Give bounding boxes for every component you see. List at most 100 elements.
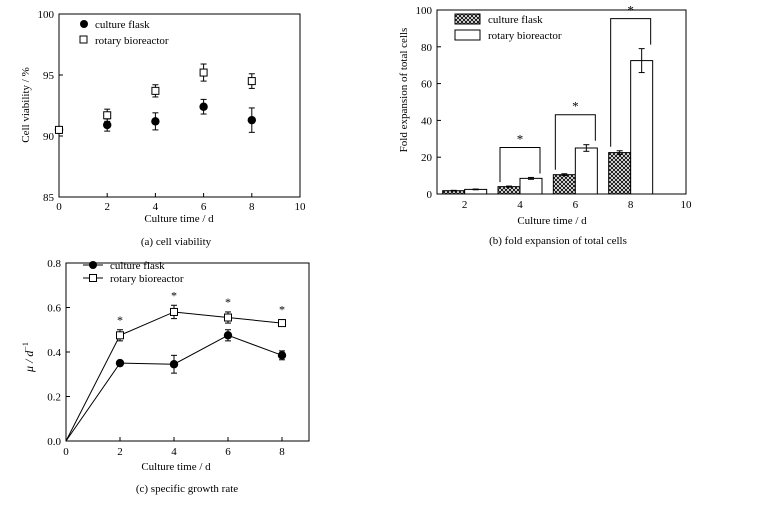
legend-b-bioreactor-swatch	[454, 29, 481, 41]
panel-b-bar-bioreactor	[519, 177, 543, 195]
panel-a-point-bioreactor	[103, 111, 112, 120]
panel-b-x-tick-label: 8	[628, 199, 634, 211]
panel-b-y-tick-label: 40	[421, 115, 433, 127]
panel-b-y-axis-label: Fold expansion of total cells	[398, 28, 410, 153]
legend-c-bioreactor-label: rotary bioreactor	[110, 273, 184, 285]
panel-a-cell-viability: 0 2 4 6 8 10 85 90 95 100 culture flask rotary bi…	[20, 9, 306, 248]
panel-b-y-tick-label: 80	[421, 42, 433, 54]
panel-b-y-tick-label: 60	[421, 79, 433, 91]
panel-a-data-marks	[54, 63, 256, 135]
panel-c-significance-star: *	[225, 295, 231, 309]
panel-c-x-tick-label: 2	[117, 446, 123, 458]
panel-a-y-tick-label: 85	[43, 192, 55, 204]
panel-a-point-bioreactor	[247, 77, 256, 86]
panel-b-legend: culture flask rotary bioreactor	[454, 13, 562, 42]
legend-b-flask-label: culture flask	[488, 14, 543, 26]
panel-c-point-flask	[115, 358, 125, 368]
panel-c-legend: culture flask rotary bioreactor	[83, 260, 184, 285]
panel-a-y-tick-label: 90	[43, 131, 55, 143]
panel-a-point-flask	[103, 120, 112, 130]
panel-c-y-axis-label-sup: −1	[21, 342, 30, 351]
legend-c-flask-label: culture flask	[110, 260, 165, 272]
panel-b-y-tick-label: 20	[421, 152, 433, 164]
legend-a-bioreactor-marker	[79, 35, 88, 44]
panel-c-x-tick-label: 4	[171, 446, 177, 458]
panel-a-point-bioreactor	[55, 125, 63, 134]
panel-c-x-tick-label: 0	[63, 446, 69, 458]
panel-c-x-axis-label: Culture time / d	[141, 461, 211, 473]
panel-b-x-tick-label: 6	[573, 199, 579, 211]
panel-c-line-flask	[65, 334, 283, 442]
panel-b-x-axis-label: Culture time / d	[517, 215, 587, 227]
panel-a-x-tick-label: 8	[249, 201, 255, 213]
panel-c-significance-star: *	[171, 288, 177, 302]
panel-c-line-bioreactor	[65, 311, 283, 442]
panel-b-data-marks: * * *	[442, 3, 654, 195]
panel-a-point-bioreactor	[199, 68, 208, 77]
panel-a-y-tick-label: 100	[38, 9, 55, 21]
panel-a-point-flask	[151, 117, 160, 126]
panel-c-y-tick-label: 0.0	[47, 436, 61, 448]
panel-b-significance-bracket	[554, 114, 596, 170]
panel-c-point-flask	[277, 351, 287, 360]
panel-c-x-tick-label: 6	[225, 446, 231, 458]
panel-c-point-flask	[169, 360, 179, 369]
panel-c-y-tick-label: 0.6	[47, 303, 61, 315]
panel-a-y-tick-label: 95	[43, 70, 55, 82]
legend-a-flask-label: culture flask	[95, 19, 150, 31]
legend-b-flask-swatch	[454, 13, 481, 25]
panel-c-point-bioreactor	[224, 313, 232, 322]
panel-c-y-axis-label-main: μ / d	[22, 350, 36, 373]
panel-b-bar-flask	[552, 174, 576, 195]
panel-c-y-tick-label: 0.8	[47, 258, 61, 270]
panel-b-x-tick-label: 2	[462, 199, 468, 211]
panel-c-x-tick-label: 8	[279, 446, 285, 458]
panel-a-legend: culture flask rotary bioreactor	[79, 19, 169, 47]
panel-b-bar-flask	[608, 152, 632, 195]
panel-b-y-tick-label: 0	[427, 189, 433, 201]
panel-b-y-tick-label: 100	[416, 5, 433, 17]
panel-c-y-axis-label: μ / d−1	[21, 342, 36, 373]
panel-c-significance-star: *	[279, 303, 285, 317]
panel-a-x-axis-label: Culture time / d	[144, 213, 214, 225]
panel-b-bar-flask	[497, 186, 521, 195]
panel-a-ticks: 0 2 4 6 8 10 85 90 95 100	[38, 9, 307, 213]
panel-a-y-axis-label: Cell viability / %	[20, 67, 32, 142]
legend-c-bioreactor-marker	[89, 274, 97, 282]
panel-a-x-tick-label: 2	[104, 201, 110, 213]
panel-c-point-bioreactor	[116, 331, 124, 340]
panel-c-point-bioreactor	[170, 307, 178, 316]
panel-a-point-flask	[247, 115, 256, 125]
panel-c-y-tick-label: 0.4	[47, 347, 61, 359]
panel-a-x-tick-label: 0	[56, 201, 62, 213]
panel-a-x-tick-label: 6	[201, 201, 207, 213]
panel-c-caption: (c) specific growth rate	[136, 483, 238, 495]
panel-b-bar-bioreactor	[574, 147, 598, 195]
panel-a-plot-frame	[58, 13, 301, 198]
panel-b-significance-star: *	[517, 131, 524, 146]
panel-c-point-bioreactor	[278, 319, 286, 328]
panel-c-significance-star: *	[117, 313, 123, 327]
panel-a-point-bioreactor	[151, 86, 160, 95]
legend-c-flask-marker	[89, 261, 97, 269]
legend-a-bioreactor-label: rotary bioreactor	[95, 35, 169, 47]
panel-c-ticks: 0 2 4 6 8 0.0 0.2 0.4 0.6 0.8	[47, 258, 285, 458]
panel-c-point-flask	[223, 331, 233, 340]
panel-a-point-flask	[199, 102, 208, 111]
panel-b-significance-bracket	[499, 146, 541, 183]
panel-c-y-tick-label: 0.2	[47, 392, 61, 404]
panel-b-significance-star: *	[627, 3, 634, 18]
panel-b-significance-star: *	[572, 99, 579, 114]
panel-c-specific-growth-rate: 0 2 4 6 8 0.0 0.2 0.4 0.6 0.8 * * * * culture flask …	[21, 258, 310, 495]
panel-b-x-tick-label: 4	[517, 199, 523, 211]
panel-a-caption: (a) cell viability	[141, 236, 212, 248]
panel-b-bar-bioreactor	[630, 60, 654, 195]
panel-b-caption: (b) fold expansion of total cells	[489, 235, 627, 247]
legend-b-bioreactor-label: rotary bioreactor	[488, 30, 562, 42]
legend-a-flask-marker	[80, 20, 88, 28]
panel-c-data-marks: * * * *	[65, 288, 287, 442]
panel-a-x-tick-label: 4	[153, 201, 159, 213]
